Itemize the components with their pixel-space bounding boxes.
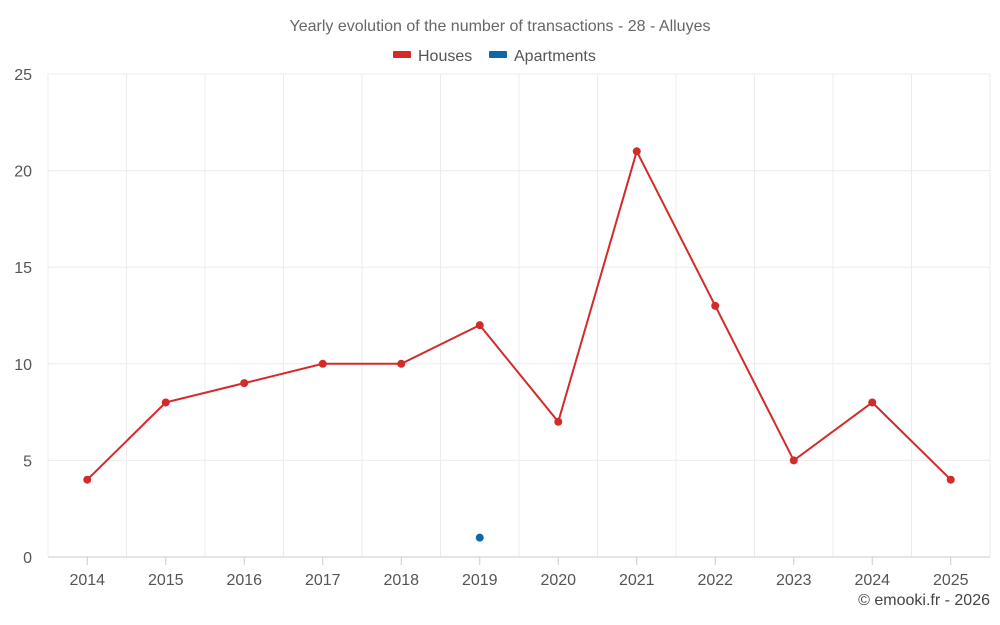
houses-data-point[interactable] xyxy=(789,456,798,465)
houses-data-point[interactable] xyxy=(397,359,406,368)
x-tick-label: 2015 xyxy=(148,572,184,589)
y-tick-label: 0 xyxy=(23,550,32,567)
x-tick-label: 2020 xyxy=(540,572,576,589)
y-tick-label: 5 xyxy=(23,453,32,470)
x-tick-label: 2025 xyxy=(933,572,969,589)
legend[interactable]: Houses Apartments xyxy=(393,48,596,65)
houses-data-point[interactable] xyxy=(83,475,92,484)
x-tick-label: 2018 xyxy=(383,572,419,589)
series xyxy=(83,147,955,542)
x-tick-label: 2014 xyxy=(69,572,105,589)
houses-data-point[interactable] xyxy=(475,321,484,330)
legend-swatch xyxy=(393,51,411,58)
legend-label: Houses xyxy=(418,48,472,65)
houses-data-point[interactable] xyxy=(632,147,641,156)
apartments-data-point[interactable] xyxy=(475,533,484,542)
houses-data-point[interactable] xyxy=(554,417,563,426)
x-tick-label: 2021 xyxy=(619,572,655,589)
y-tick-label: 15 xyxy=(14,260,32,277)
x-tick-label: 2016 xyxy=(226,572,262,589)
legend-item-apartments[interactable]: Apartments xyxy=(489,48,596,65)
houses-data-point[interactable] xyxy=(161,398,170,407)
x-tick-label: 2019 xyxy=(462,572,498,589)
houses-data-point[interactable] xyxy=(318,359,327,368)
x-tick-label: 2024 xyxy=(854,572,890,589)
credit-text: © emooki.fr - 2026 xyxy=(858,592,990,609)
houses-data-point[interactable] xyxy=(868,398,877,407)
y-tick-label: 25 xyxy=(14,67,32,84)
legend-item-houses[interactable]: Houses xyxy=(393,48,472,65)
chart-title: Yearly evolution of the number of transa… xyxy=(290,18,711,35)
legend-swatch xyxy=(489,51,507,58)
x-tick-label: 2017 xyxy=(305,572,341,589)
houses-series-line xyxy=(86,148,952,481)
houses-data-point[interactable] xyxy=(711,301,720,310)
x-tick-label: 2023 xyxy=(776,572,812,589)
grid xyxy=(47,73,991,557)
y-tick-label: 10 xyxy=(14,357,32,374)
houses-data-point[interactable] xyxy=(946,475,955,484)
legend-label: Apartments xyxy=(514,48,596,65)
x-tick-label: 2022 xyxy=(697,572,733,589)
houses-data-point[interactable] xyxy=(240,379,249,388)
y-tick-label: 20 xyxy=(14,164,32,181)
